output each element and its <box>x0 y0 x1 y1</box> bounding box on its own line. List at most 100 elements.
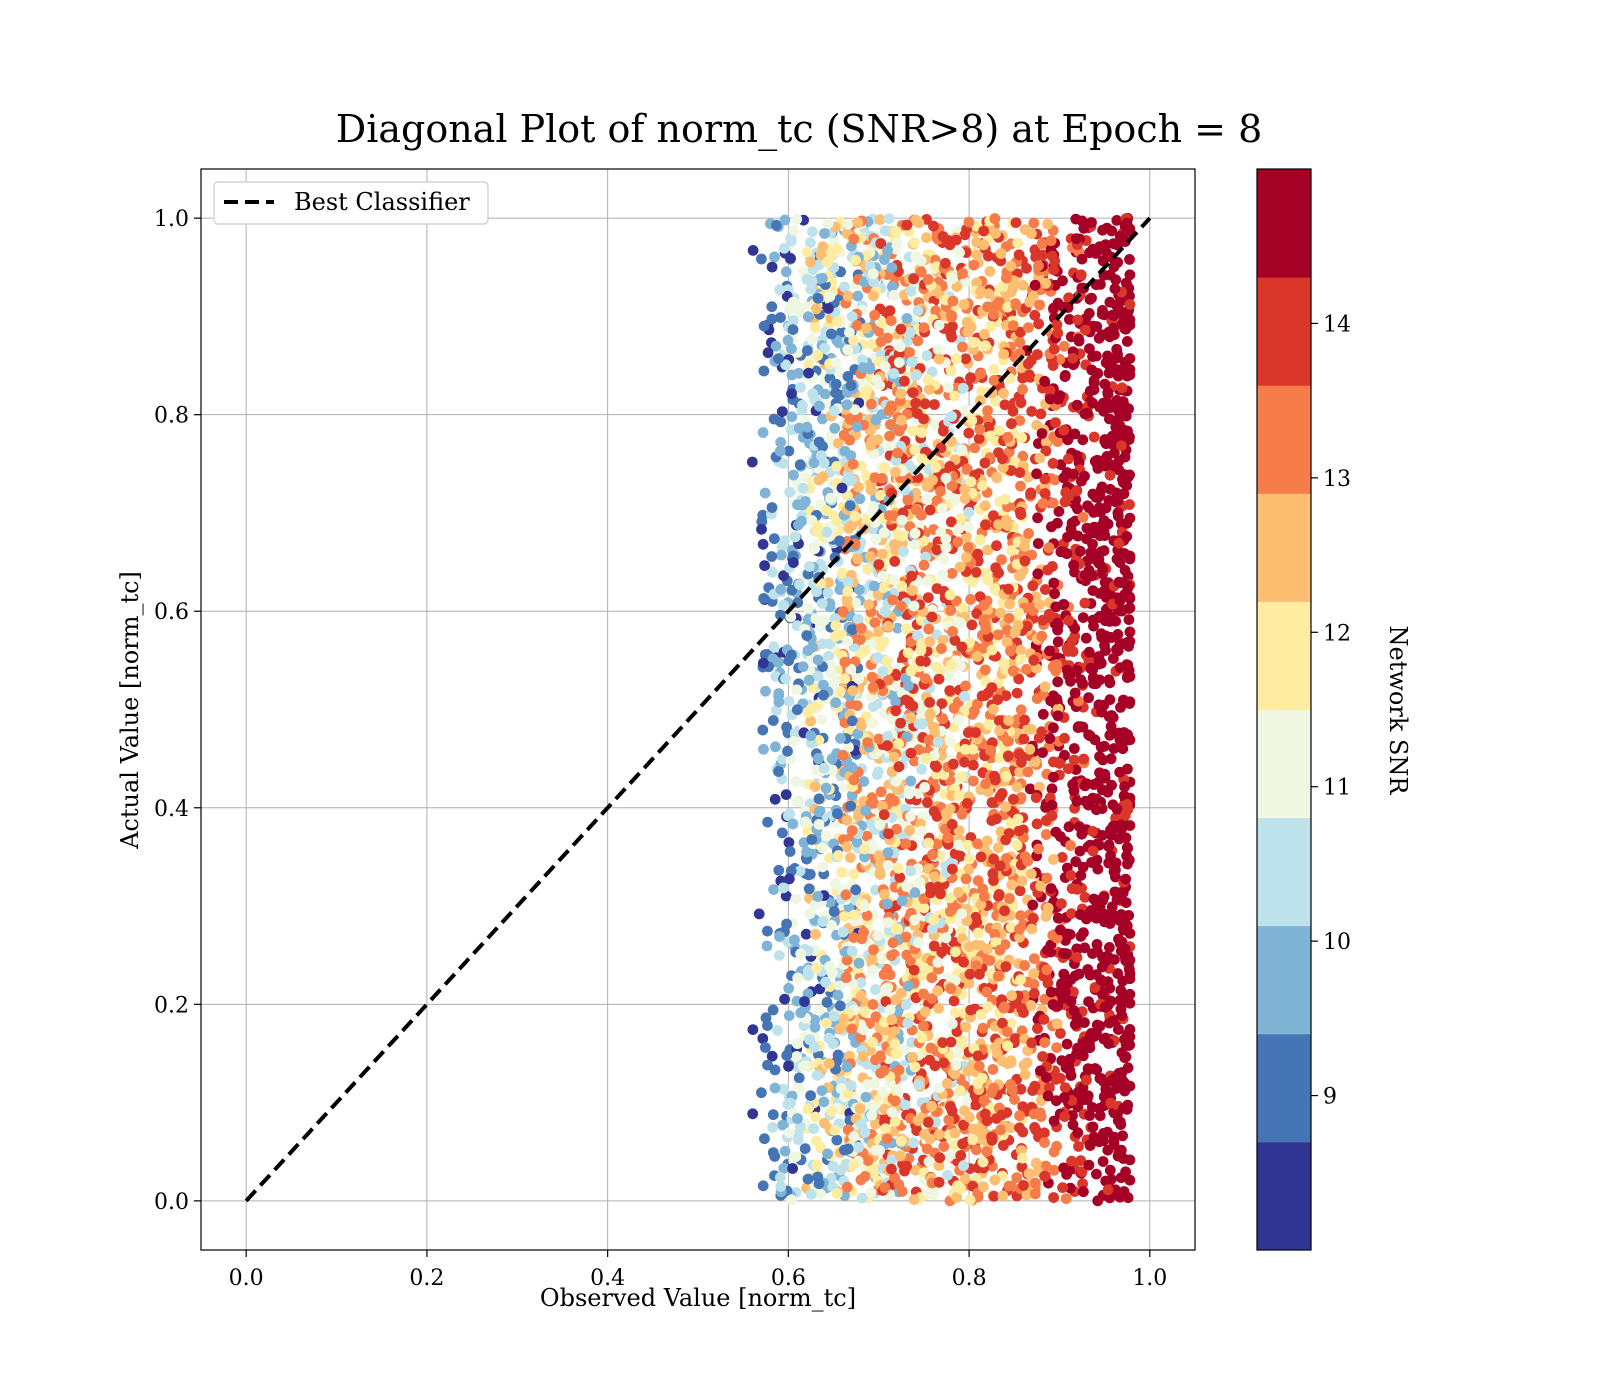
scatter-point <box>982 414 993 425</box>
scatter-point <box>1076 215 1088 227</box>
scatter-point <box>853 481 864 493</box>
scatter-point <box>831 1188 843 1200</box>
scatter-point <box>1065 1182 1076 1194</box>
scatter-point <box>931 761 942 773</box>
scatter-point <box>766 1050 778 1062</box>
scatter-point <box>1008 793 1019 805</box>
scatter-point <box>835 733 846 744</box>
scatter-point <box>1052 636 1064 648</box>
scatter-point <box>1065 675 1076 687</box>
scatter-point <box>1104 982 1115 994</box>
scatter-point <box>931 544 943 556</box>
scatter-point <box>786 235 797 247</box>
scatter-point <box>1007 320 1019 331</box>
scatter-point <box>1084 1063 1095 1075</box>
scatter-point <box>824 897 836 909</box>
scatter-point <box>1099 530 1111 541</box>
scatter-point <box>941 1078 953 1089</box>
scatter-point <box>862 563 873 575</box>
scatter-point <box>1107 1015 1118 1027</box>
scatter-point <box>801 846 812 858</box>
scatter-point <box>983 719 995 730</box>
scatter-point <box>1051 1018 1063 1030</box>
scatter-point <box>871 698 883 710</box>
scatter-point <box>962 864 974 876</box>
scatter-point <box>894 872 906 883</box>
scatter-point <box>1006 545 1018 556</box>
scatter-point <box>982 250 994 262</box>
scatter-point <box>802 645 814 656</box>
scatter-point <box>759 560 770 571</box>
scatter-point <box>920 551 931 563</box>
scatter-point <box>778 599 789 611</box>
scatter-point <box>1119 548 1130 559</box>
scatter-point <box>967 759 979 771</box>
scatter-point <box>1064 929 1076 940</box>
scatter-point <box>762 347 774 359</box>
scatter-point <box>1082 964 1094 975</box>
scatter-point <box>880 1123 891 1135</box>
scatter-point <box>865 484 877 496</box>
scatter-point <box>1025 487 1037 499</box>
scatter-point <box>831 316 843 327</box>
scatter-point <box>775 583 787 595</box>
scatter-point <box>786 388 797 400</box>
scatter-point <box>1091 804 1102 816</box>
scatter-point <box>1114 230 1126 242</box>
scatter-point <box>1034 299 1045 311</box>
scatter-point <box>960 1021 972 1033</box>
scatter-point <box>1013 748 1025 760</box>
scatter-point <box>778 1083 789 1095</box>
scatter-point <box>816 714 827 725</box>
scatter-point <box>870 984 881 995</box>
scatter-point <box>946 819 958 830</box>
scatter-point <box>1046 810 1058 822</box>
scatter-point <box>1096 481 1108 493</box>
scatter-point <box>834 535 845 547</box>
scatter-point <box>1098 1128 1109 1139</box>
scatter-point <box>1041 964 1053 976</box>
scatter-point <box>884 430 895 442</box>
scatter-point <box>1061 1038 1073 1050</box>
scatter-point <box>790 893 802 905</box>
scatter-point <box>826 753 838 765</box>
scatter-point <box>757 1033 769 1044</box>
scatter-point <box>982 574 994 586</box>
scatter-point <box>779 1145 791 1157</box>
scatter-point <box>1024 743 1036 755</box>
scatter-point <box>904 825 916 836</box>
scatter-point <box>919 1006 931 1018</box>
scatter-point <box>940 533 952 545</box>
scatter-point <box>785 253 796 264</box>
scatter-point <box>793 1072 805 1084</box>
scatter-point <box>1075 1155 1087 1166</box>
scatter-point <box>1047 497 1059 509</box>
scatter-point <box>1115 1144 1127 1156</box>
scatter-point <box>1099 1001 1111 1013</box>
scatter-point <box>1121 637 1132 649</box>
scatter-point <box>1027 290 1039 302</box>
scatter-point <box>780 673 791 685</box>
scatter-point <box>1048 771 1059 783</box>
scatter-point <box>756 1087 767 1099</box>
scatter-point <box>1046 799 1058 811</box>
scatter-point <box>802 311 814 323</box>
scatter-point <box>1030 756 1041 768</box>
scatter-point <box>918 322 930 334</box>
scatter-point <box>1084 385 1096 397</box>
scatter-point <box>1029 1080 1041 1092</box>
scatter-point <box>988 510 999 521</box>
chart-title: Diagonal Plot of norm_tc (SNR>8) at Epoc… <box>336 107 1263 152</box>
scatter-point <box>1086 857 1097 868</box>
scatter-point <box>1017 1101 1029 1112</box>
scatter-point <box>893 862 904 874</box>
scatter-point <box>783 1127 795 1139</box>
scatter-point <box>1002 750 1014 762</box>
scatter-point <box>988 875 999 886</box>
scatter-point <box>986 815 998 826</box>
scatter-point <box>786 343 797 355</box>
scatter-point <box>1104 677 1116 689</box>
scatter-point <box>1119 943 1131 955</box>
scatter-point <box>820 976 831 988</box>
scatter-point <box>845 852 856 863</box>
